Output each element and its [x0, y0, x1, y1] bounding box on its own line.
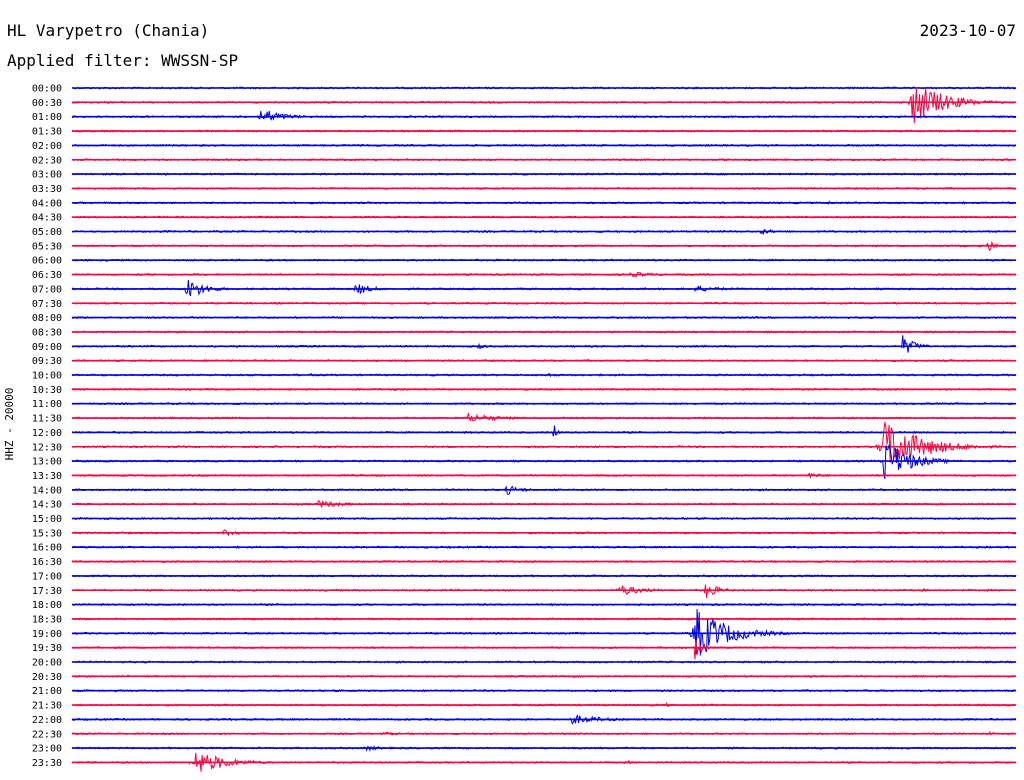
trace-line — [71, 110, 1017, 122]
row-time-label: 07:30 — [32, 299, 62, 310]
row-time-label: 21:30 — [32, 701, 62, 712]
row-time-label: 11:30 — [32, 414, 62, 425]
row-time-label: 02:30 — [32, 155, 62, 166]
row-time-label: 13:00 — [32, 457, 62, 468]
row-time-label: 14:30 — [32, 500, 62, 511]
row-time-label: 16:30 — [32, 557, 62, 568]
row-time-label: 06:30 — [32, 270, 62, 281]
row-time-label: 15:00 — [32, 514, 62, 525]
row-time-label: 10:00 — [32, 371, 62, 382]
row-time-label: 03:30 — [32, 184, 62, 195]
row-time-label: 13:30 — [32, 471, 62, 482]
row-time-label: 23:00 — [32, 744, 62, 755]
row-time-label: 17:00 — [32, 571, 62, 582]
trace-line — [71, 640, 1016, 660]
row-time-label: 02:00 — [32, 141, 62, 152]
row-time-label: 01:30 — [32, 127, 62, 138]
date-label: 2023-10-07 — [920, 21, 1016, 40]
row-time-label: 08:00 — [32, 313, 62, 324]
filter-label: Applied filter: WWSSN-SP — [7, 51, 238, 70]
row-time-label: 16:00 — [32, 543, 62, 554]
row-time-label: 18:30 — [32, 614, 62, 625]
y-axis-label: HHZ - 20000 — [3, 388, 16, 461]
trace-line — [71, 335, 1017, 353]
row-time-label: 06:00 — [32, 256, 62, 267]
row-time-label: 23:30 — [32, 758, 62, 769]
row-time-label: 17:30 — [32, 586, 62, 597]
row-time-label: 01:00 — [32, 112, 62, 123]
row-time-label: 19:00 — [32, 629, 62, 640]
row-time-label: 04:00 — [32, 198, 62, 209]
row-time-label: 05:30 — [32, 241, 62, 252]
row-time-label: 12:30 — [32, 442, 62, 453]
row-time-label: 20:00 — [32, 658, 62, 669]
row-time-label: 14:00 — [32, 485, 62, 496]
row-time-label: 10:30 — [32, 385, 62, 396]
row-time-label: 00:00 — [32, 84, 62, 95]
row-time-label: 11:00 — [32, 399, 62, 410]
row-time-label: 21:00 — [32, 686, 62, 697]
row-time-label: 00:30 — [32, 98, 62, 109]
row-time-label: 19:30 — [32, 643, 62, 654]
row-time-label: 03:00 — [32, 170, 62, 181]
row-time-label: 09:00 — [32, 342, 62, 353]
row-time-label: 08:30 — [32, 327, 62, 338]
row-time-label: 09:30 — [32, 356, 62, 367]
row-time-label: 20:30 — [32, 672, 62, 683]
row-time-label: 04:30 — [32, 213, 62, 224]
trace-line — [71, 584, 1017, 598]
trace-line — [71, 279, 1017, 297]
trace-line — [71, 421, 1017, 463]
trace-line — [71, 413, 1017, 422]
trace-line — [71, 425, 1017, 437]
station-title: HL Varypetro (Chania) — [7, 21, 209, 40]
row-time-label: 22:30 — [32, 729, 62, 740]
row-time-label: 15:30 — [32, 528, 62, 539]
row-time-label: 05:00 — [32, 227, 62, 238]
row-time-label: 07:00 — [32, 284, 62, 295]
row-time-label: 12:00 — [32, 428, 62, 439]
row-time-label: 22:00 — [32, 715, 62, 726]
row-time-label: 18:00 — [32, 600, 62, 611]
